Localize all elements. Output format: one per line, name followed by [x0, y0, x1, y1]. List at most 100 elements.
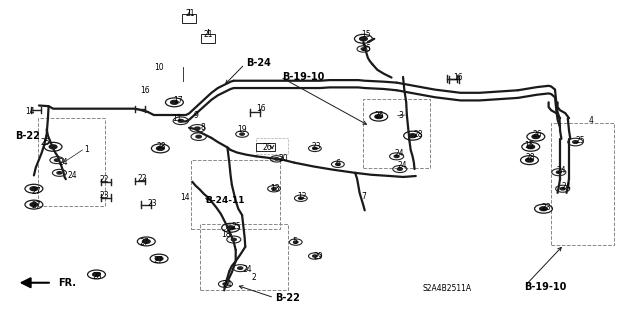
Text: 22: 22: [100, 175, 109, 184]
Text: 24: 24: [67, 171, 77, 180]
Text: 15: 15: [362, 30, 371, 39]
Text: 28: 28: [157, 142, 166, 151]
Text: 24: 24: [561, 182, 571, 191]
Circle shape: [313, 147, 317, 150]
Text: B-24-11: B-24-11: [205, 196, 244, 205]
Text: 24: 24: [556, 166, 566, 175]
Text: 13: 13: [270, 184, 280, 193]
Circle shape: [540, 207, 547, 211]
Circle shape: [294, 241, 298, 243]
Circle shape: [93, 272, 100, 276]
Text: 17: 17: [173, 96, 183, 105]
Circle shape: [360, 37, 367, 41]
Circle shape: [335, 163, 340, 165]
Circle shape: [227, 226, 234, 230]
Circle shape: [361, 48, 365, 50]
Circle shape: [299, 197, 303, 199]
Text: 23: 23: [100, 190, 109, 200]
Text: 26: 26: [262, 143, 272, 152]
Circle shape: [195, 127, 200, 130]
Text: 12: 12: [297, 192, 307, 202]
Text: 8: 8: [200, 123, 205, 132]
Text: 4: 4: [588, 116, 593, 125]
Bar: [201, 34, 215, 43]
Text: 29: 29: [314, 252, 323, 261]
Text: 26: 26: [362, 44, 371, 53]
Text: 27: 27: [154, 256, 164, 265]
Text: 14: 14: [180, 193, 190, 202]
Text: S2A4B2511A: S2A4B2511A: [422, 284, 471, 293]
Text: 27: 27: [31, 201, 41, 210]
Circle shape: [54, 159, 60, 161]
Circle shape: [527, 145, 534, 149]
Text: 16: 16: [256, 105, 266, 114]
Text: 14: 14: [25, 107, 35, 116]
Circle shape: [532, 135, 540, 138]
Text: 25: 25: [575, 136, 585, 145]
Circle shape: [275, 158, 279, 160]
Text: 16: 16: [453, 73, 463, 82]
Text: 23: 23: [148, 199, 157, 208]
Bar: [182, 14, 196, 23]
Text: 28: 28: [525, 153, 535, 162]
Text: 21: 21: [186, 9, 195, 18]
Text: 18: 18: [221, 230, 230, 239]
Text: 25: 25: [374, 111, 384, 120]
Text: 22: 22: [138, 174, 147, 183]
Circle shape: [409, 134, 417, 137]
Circle shape: [30, 187, 38, 191]
Circle shape: [49, 145, 57, 149]
Circle shape: [240, 133, 244, 135]
Circle shape: [57, 172, 62, 174]
Text: 1: 1: [84, 145, 88, 154]
Circle shape: [156, 257, 163, 261]
Text: 24: 24: [242, 264, 252, 274]
Text: 24: 24: [223, 280, 232, 289]
Circle shape: [223, 283, 228, 285]
Text: 11: 11: [172, 114, 181, 123]
Text: 25: 25: [232, 222, 241, 231]
Circle shape: [397, 168, 403, 170]
Text: 21: 21: [204, 30, 213, 39]
Circle shape: [525, 158, 533, 162]
Circle shape: [556, 171, 561, 174]
Circle shape: [573, 141, 578, 143]
Text: B-22: B-22: [275, 293, 300, 303]
Text: 28: 28: [93, 272, 102, 281]
Text: 23: 23: [541, 203, 551, 212]
Circle shape: [143, 240, 150, 243]
Text: B-22: B-22: [15, 131, 40, 141]
Circle shape: [178, 119, 184, 122]
Circle shape: [237, 267, 243, 269]
Text: 3: 3: [399, 111, 403, 120]
Text: 2: 2: [251, 272, 256, 281]
Text: 20: 20: [278, 154, 288, 163]
Text: 5: 5: [292, 237, 297, 246]
Text: B-24: B-24: [246, 58, 271, 68]
Circle shape: [196, 135, 202, 138]
Text: 26: 26: [532, 130, 541, 139]
Text: 25: 25: [41, 138, 51, 147]
Text: 27: 27: [140, 238, 150, 247]
Bar: [256, 144, 275, 152]
Text: 16: 16: [140, 86, 150, 95]
Text: 23: 23: [312, 142, 321, 151]
Circle shape: [157, 146, 164, 150]
Circle shape: [375, 115, 383, 119]
Text: 19: 19: [237, 124, 246, 134]
Text: 15: 15: [524, 141, 534, 150]
Text: 6: 6: [336, 159, 341, 168]
Circle shape: [171, 100, 178, 104]
Text: FR.: FR.: [58, 278, 76, 288]
Circle shape: [560, 188, 565, 190]
Circle shape: [313, 255, 317, 257]
Text: 24: 24: [398, 161, 408, 170]
Circle shape: [30, 203, 38, 206]
Circle shape: [394, 155, 399, 158]
Text: 24: 24: [58, 158, 68, 167]
Text: 28: 28: [414, 130, 424, 138]
Text: B-19-10: B-19-10: [524, 282, 567, 292]
Circle shape: [272, 188, 276, 190]
Text: 10: 10: [154, 63, 164, 72]
Circle shape: [231, 238, 236, 241]
